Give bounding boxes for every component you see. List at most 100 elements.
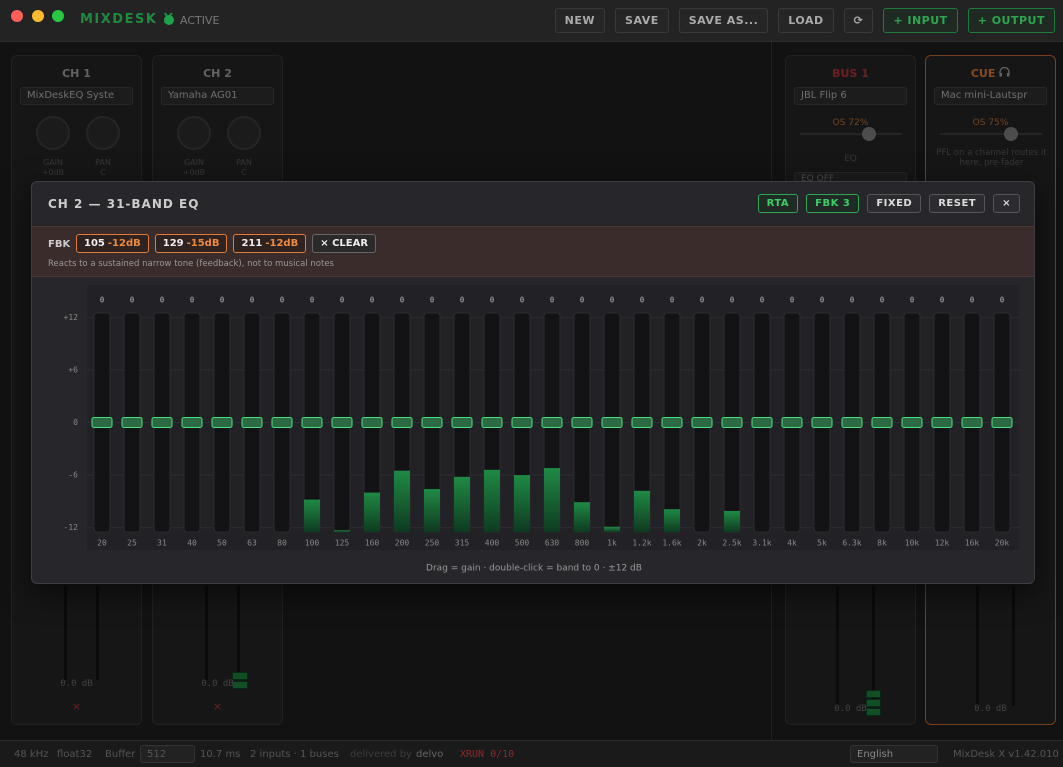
chip-freq: 211 (241, 238, 263, 249)
modal-button[interactable]: × (993, 194, 1020, 213)
slider-knob[interactable] (862, 127, 876, 141)
gain-handle[interactable] (751, 417, 773, 428)
gain-label: 0 (640, 296, 645, 305)
toolbar-button[interactable]: + OUTPUT (967, 8, 1055, 33)
fbk-chip[interactable]: 129 -15dB (154, 234, 228, 253)
rta-bar (394, 470, 410, 532)
rta-bar (334, 530, 350, 532)
band-label: 10k (905, 539, 920, 548)
rta-bar (664, 509, 680, 532)
gain-handle[interactable] (391, 417, 413, 428)
gain-handle[interactable] (661, 417, 683, 428)
format: float32 (57, 749, 93, 760)
buffer-select[interactable]: 512 (140, 745, 195, 763)
y-tick-label: +12 (64, 313, 79, 322)
gain-label: 0 (910, 296, 915, 305)
toolbar-button[interactable]: LOAD (778, 8, 834, 33)
fader-track (976, 586, 979, 706)
gain-handle[interactable] (361, 417, 383, 428)
modal-button[interactable]: RESET (929, 194, 986, 213)
rta-bar (514, 475, 530, 532)
knob[interactable] (36, 116, 70, 150)
strip-name: BUS 1 (832, 67, 869, 80)
device-select[interactable]: Mac mini-Lautspr (934, 87, 1047, 105)
knob[interactable] (177, 116, 211, 150)
fader-track (836, 586, 839, 706)
fbk-chips: 105 -12dB 129 -15dB 211 -12dB × CLEAR (76, 234, 377, 253)
toolbar-button[interactable]: ⟳ (843, 8, 874, 33)
zoom-light[interactable] (52, 10, 64, 22)
modal-button[interactable]: RTA (757, 194, 799, 213)
gain-handle[interactable] (721, 417, 743, 428)
gain-handle[interactable] (991, 417, 1013, 428)
gain-handle[interactable] (601, 417, 623, 428)
chip-gain: -12dB (265, 238, 299, 249)
knob-value: C (241, 168, 247, 177)
toolbar-button[interactable]: SAVE (615, 8, 669, 33)
minimize-light[interactable] (32, 10, 44, 22)
knob-label: PAN (95, 158, 111, 167)
gain-handle[interactable] (841, 417, 863, 428)
gain-handle[interactable] (331, 417, 353, 428)
gain-handle[interactable] (901, 417, 923, 428)
band-label: 1.6k (662, 539, 681, 548)
gain-handle[interactable] (781, 417, 803, 428)
gain-handle[interactable] (541, 417, 563, 428)
status-bar: 48 kHz float32 Buffer 512 10.7 ms 2 inpu… (0, 740, 1063, 767)
gain-handle[interactable] (421, 417, 443, 428)
gain-handle[interactable] (121, 417, 143, 428)
modal-button[interactable]: FIXED (867, 194, 922, 213)
fader-track (205, 586, 208, 680)
mute[interactable]: × (212, 700, 223, 713)
device-select[interactable]: JBL Flip 6 (794, 87, 907, 105)
toolbar-button[interactable]: + INPUT (883, 8, 958, 33)
device-select[interactable]: Yamaha AG01 (161, 87, 274, 105)
clear-button[interactable]: × CLEAR (312, 234, 377, 253)
modal-buttons: RTA FBK 3 FIXED RESET × (757, 194, 1020, 213)
gain-handle[interactable] (961, 417, 983, 428)
toolbar-button[interactable]: NEW (554, 8, 606, 33)
fbk-chip[interactable]: 211 -12dB (233, 234, 307, 253)
gain-handle[interactable] (691, 417, 713, 428)
gain-handle[interactable] (571, 417, 593, 428)
knob[interactable] (86, 116, 120, 150)
rta-bar (574, 502, 590, 532)
meter-block (866, 699, 881, 707)
y-tick-label: 0 (73, 418, 78, 427)
device-select[interactable]: MixDeskEQ Syste (20, 87, 133, 105)
band-label: 40 (187, 539, 197, 548)
eq-hint: Drag = gain · double-click = band to 0 ·… (426, 564, 642, 574)
gain-handle[interactable] (931, 417, 953, 428)
gain-label: 0 (190, 296, 195, 305)
gain-handle[interactable] (211, 417, 233, 428)
mute[interactable]: × (71, 700, 82, 713)
band-label: 16k (965, 539, 980, 548)
gain-handle[interactable] (811, 417, 833, 428)
chip-freq: 129 (162, 238, 184, 249)
gain-handle[interactable] (871, 417, 893, 428)
gain-handle[interactable] (181, 417, 203, 428)
toolbar-button[interactable]: SAVE AS... (678, 8, 769, 33)
gain-handle[interactable] (631, 417, 653, 428)
gain-handle[interactable] (481, 417, 503, 428)
gain-handle[interactable] (91, 417, 113, 428)
language-select[interactable]: English (850, 745, 938, 763)
modal-button[interactable]: FBK 3 (806, 194, 860, 213)
y-tick-label: -6 (68, 471, 78, 480)
gain-handle[interactable] (511, 417, 533, 428)
band-label: 2.5k (722, 539, 741, 548)
fbk-chip[interactable]: 105 -12dB (76, 234, 149, 253)
gain-handle[interactable] (271, 417, 293, 428)
headphone-icon (999, 66, 1010, 77)
close-light[interactable] (11, 10, 23, 22)
gain-handle[interactable] (451, 417, 473, 428)
meter-block (232, 672, 248, 680)
gain-handle[interactable] (151, 417, 173, 428)
gain-handle[interactable] (241, 417, 263, 428)
knob[interactable] (227, 116, 261, 150)
band-label: 500 (515, 539, 530, 548)
eq-modal: CH 2 — 31-BAND EQ RTA FBK 3 FIXED RESET × FB… (31, 181, 1035, 584)
gain-handle[interactable] (301, 417, 323, 428)
slider-knob[interactable] (1004, 127, 1018, 141)
